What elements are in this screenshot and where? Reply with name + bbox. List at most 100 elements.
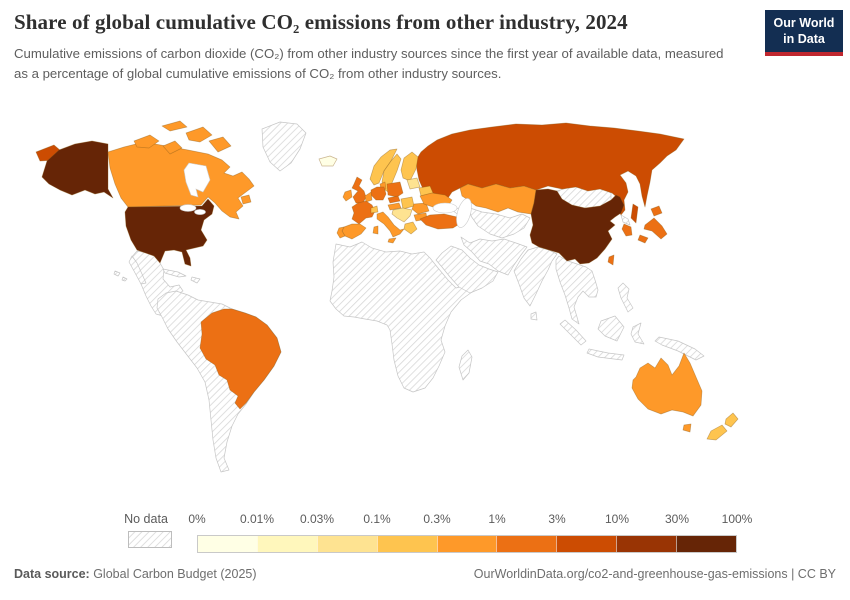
country-se-asia[interactable] — [555, 255, 599, 325]
country-sri-lanka[interactable] — [530, 311, 538, 321]
country-balkans[interactable] — [391, 207, 413, 223]
country-sumatra[interactable] — [559, 319, 587, 346]
legend-tick-label: 0.3% — [423, 512, 451, 526]
country-sicily[interactable] — [387, 237, 397, 244]
country-portugal[interactable] — [336, 226, 346, 239]
legend-bin-swatch[interactable] — [556, 536, 617, 552]
country-central-asia[interactable] — [469, 207, 531, 239]
legend-tick-label: 0% — [188, 512, 206, 526]
country-baltics[interactable] — [406, 177, 421, 190]
country-japan-honshu[interactable] — [643, 217, 668, 240]
owid-logo-line1: Our World — [773, 16, 835, 30]
country-usa[interactable] — [124, 198, 215, 267]
legend-bin-swatch[interactable] — [256, 536, 317, 552]
country-spain[interactable] — [341, 223, 367, 240]
country-africa[interactable] — [329, 241, 480, 393]
country-java[interactable] — [586, 348, 625, 361]
country-alaska[interactable] — [41, 140, 114, 199]
country-taiwan[interactable] — [607, 254, 615, 266]
country-arctic-5[interactable] — [161, 120, 188, 132]
country-arabia[interactable] — [435, 245, 499, 294]
legend-tick-label: 0.1% — [363, 512, 391, 526]
country-poland[interactable] — [386, 181, 404, 198]
country-nz-north[interactable] — [724, 412, 739, 428]
country-italy[interactable] — [376, 211, 405, 238]
credit-link[interactable]: OurWorldinData.org/co2-and-greenhouse-ga… — [473, 567, 836, 581]
country-australia[interactable] — [631, 352, 703, 417]
owid-logo[interactable]: Our World in Data — [765, 10, 843, 57]
country-india[interactable] — [513, 246, 558, 307]
chart-footer: Data source: Global Carbon Budget (2025)… — [14, 567, 836, 581]
country-arctic-1[interactable] — [133, 134, 160, 149]
great-lake-1 — [179, 204, 197, 212]
country-ireland[interactable] — [342, 189, 353, 202]
country-sardinia[interactable] — [372, 225, 379, 235]
legend-bin-swatch[interactable] — [616, 536, 677, 552]
legend-bin-swatch[interactable] — [496, 536, 557, 552]
caspian-sea — [456, 198, 472, 228]
country-nz-south[interactable] — [706, 424, 728, 441]
country-norway[interactable] — [369, 148, 398, 186]
country-finland[interactable] — [400, 151, 419, 182]
country-madagascar[interactable] — [458, 349, 473, 381]
legend-no-data[interactable]: No data — [124, 512, 172, 548]
legend-tick-label: 100% — [721, 512, 753, 526]
black-sea — [432, 202, 458, 214]
map-legend: No data 0% 0.01% 0.03% 0.1% 0.3% 1% 3% 10% 30% 10… — [124, 512, 752, 556]
hudson-bay — [183, 162, 211, 198]
legend-tick-label: 1% — [488, 512, 506, 526]
owid-logo-line2: in Data — [783, 31, 825, 46]
legend-bin-swatch[interactable] — [676, 536, 737, 552]
legend-bin-swatch[interactable] — [376, 536, 437, 552]
country-france[interactable] — [351, 200, 376, 225]
legend-bin-swatch[interactable] — [436, 536, 497, 552]
country-south-korea[interactable] — [621, 223, 633, 237]
country-switzerland[interactable] — [370, 205, 379, 214]
country-borneo[interactable] — [597, 315, 625, 342]
country-japan-hokkaido[interactable] — [650, 205, 663, 217]
country-philippines[interactable] — [617, 282, 634, 313]
country-austria[interactable] — [387, 202, 402, 211]
country-hawaii-2[interactable] — [121, 276, 128, 282]
legend-bin-swatch[interactable] — [316, 536, 377, 552]
country-hawaii-1[interactable] — [113, 270, 121, 277]
country-china[interactable] — [529, 188, 625, 265]
data-source-value: Global Carbon Budget (2025) — [89, 567, 257, 581]
country-new-guinea[interactable] — [654, 336, 705, 361]
country-arctic-2[interactable] — [162, 140, 183, 155]
country-tasmania[interactable] — [682, 423, 692, 433]
country-netherlands-belgium[interactable] — [364, 191, 373, 203]
country-belarus[interactable] — [418, 185, 434, 197]
chart-subtitle: Cumulative emissions of carbon dioxide (… — [14, 46, 724, 81]
country-slovakia-hungary[interactable] — [400, 196, 415, 210]
country-cuba[interactable] — [162, 268, 187, 278]
country-turkey[interactable] — [419, 213, 462, 230]
country-arctic-3[interactable] — [185, 126, 213, 143]
country-greece[interactable] — [403, 221, 418, 235]
country-hispaniola[interactable] — [190, 276, 201, 284]
data-source-note: Data source: Global Carbon Budget (2025) — [14, 567, 257, 581]
country-germany[interactable] — [370, 186, 387, 201]
legend-bin-swatch[interactable] — [198, 536, 257, 552]
country-baja[interactable] — [128, 255, 147, 285]
country-iceland[interactable] — [318, 155, 338, 167]
country-uk[interactable] — [351, 176, 367, 204]
country-czechia[interactable] — [387, 195, 401, 204]
country-newfoundland[interactable] — [240, 194, 252, 205]
legend-tick-label: 0.03% — [299, 512, 335, 526]
page-title: Share of global cumulative CO₂ emissions… — [14, 10, 628, 34]
country-canada[interactable] — [107, 141, 255, 220]
country-sulawesi[interactable] — [630, 322, 645, 345]
country-arctic-4[interactable] — [208, 136, 232, 153]
country-greenland[interactable] — [261, 121, 307, 172]
country-brazil[interactable] — [199, 308, 282, 410]
country-sakhalin[interactable] — [630, 203, 639, 224]
chart-header: Share of global cumulative CO₂ emissions… — [14, 10, 754, 84]
legend-bar-wrap: 0% 0.01% 0.03% 0.1% 0.3% 1% 3% 10% 30% 100% — [188, 512, 752, 553]
legend-color-bar — [197, 535, 737, 553]
country-japan-kyushu[interactable] — [637, 234, 649, 244]
legend-no-data-label: No data — [124, 512, 168, 526]
country-north-korea[interactable] — [620, 214, 631, 226]
country-iran-region[interactable] — [460, 236, 528, 276]
